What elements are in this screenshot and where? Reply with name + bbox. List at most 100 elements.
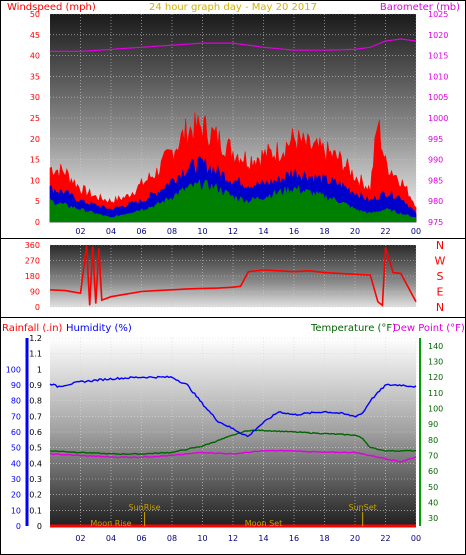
- humidity-series: [49, 375, 417, 528]
- marker-label: SunRise: [129, 503, 161, 512]
- humidity-x-tick: 14: [258, 534, 268, 543]
- marker-label: SunSet: [348, 503, 376, 512]
- temperature-y-tick: 40: [428, 499, 438, 508]
- temperature-y-tick: 140: [428, 342, 443, 351]
- temperature-y-tick: 30: [428, 514, 438, 523]
- humidity-y-tick: 20: [11, 491, 21, 500]
- rainfall-y-tick: 0.2: [29, 491, 42, 500]
- humidity-x-tick: 16: [289, 534, 299, 543]
- wind-y-tick: 50: [30, 10, 40, 19]
- rainfall-y-tick: 1.2: [29, 334, 42, 343]
- humidity-y-tick: 100: [6, 365, 21, 374]
- temperature-y-tick: 80: [428, 436, 438, 445]
- temperature-y-tick: 120: [428, 373, 443, 382]
- dewpoint-line: [49, 449, 417, 463]
- compass-label: N: [436, 301, 444, 314]
- rainfall-y-tick: 0.5: [29, 444, 42, 453]
- rainfall-y-tick: 0.9: [29, 381, 42, 390]
- humidity-x-tick: 02: [75, 534, 85, 543]
- wind-y-tick: 35: [30, 72, 40, 81]
- humidity-y-tick: 50: [11, 444, 21, 453]
- wind-x-tick: 22: [380, 227, 390, 236]
- temperature-y-tick: 90: [428, 420, 438, 429]
- compass-label: W: [435, 255, 446, 268]
- sun-moon-markers: SunRise SunSet Moon Rise Moon Set: [90, 503, 376, 528]
- humidity-x-tick: 00: [411, 534, 421, 543]
- barometer-axis-label: Barometer (mb): [380, 2, 460, 13]
- wind-x-tick: 16: [289, 227, 299, 236]
- humidity-y-tick: 40: [11, 459, 21, 468]
- rainfall-y-tick: 0.3: [29, 475, 42, 484]
- humidity-y-tick: 30: [11, 475, 21, 484]
- temperature-y-tick: 100: [428, 405, 443, 414]
- direction-y-tick: 180: [25, 272, 40, 281]
- temperature-axis-label: Temperature (°F): [310, 323, 396, 334]
- barometer-y-tick: 1000: [428, 114, 448, 123]
- wind-y-tick: 45: [30, 31, 40, 40]
- humidity-x-tick: 12: [228, 534, 238, 543]
- humidity-x-tick: 10: [197, 534, 207, 543]
- wind-series: [49, 38, 417, 223]
- barometer-y-tick: 1015: [428, 52, 448, 61]
- wind-x-tick: 10: [197, 227, 207, 236]
- humidity-y-tick: 60: [11, 428, 21, 437]
- wind-y-tick: 10: [30, 176, 40, 185]
- temperature-y-tick: 70: [428, 452, 438, 461]
- wind-x-tick: 00: [411, 227, 421, 236]
- wind-min-area: [49, 179, 417, 223]
- chart-title: 24 hour graph day - May 20 2017: [149, 2, 317, 13]
- direction-y-tick: 270: [25, 257, 40, 266]
- barometer-y-tick: 980: [428, 197, 443, 206]
- direction-y-tick: 90: [30, 288, 40, 297]
- humidity-ticks: 0 0.1 0.2 0.3 0.4 0.5 0.6 0.7 0.8 0.9 1 1.1 1.2 0 10 20…: [6, 334, 444, 543]
- direction-line: [49, 245, 417, 307]
- rainfall-y-tick: 0.6: [29, 428, 42, 437]
- wind-y-tick: 5: [35, 197, 40, 206]
- temperature-y-tick: 50: [428, 483, 438, 492]
- humidity-x-tick: 20: [350, 534, 360, 543]
- temperature-y-tick: 110: [428, 389, 443, 398]
- humidity-x-tick: 08: [167, 534, 177, 543]
- marker-label: Moon Rise: [90, 519, 131, 528]
- wind-ticks: 0510152025303540455097598098599099510001…: [30, 10, 449, 236]
- barometer-y-tick: 1025: [428, 10, 448, 19]
- direction-grid: [50, 244, 417, 308]
- rainfall-y-tick: 0.1: [29, 506, 42, 515]
- humidity-x-tick: 04: [106, 534, 116, 543]
- wind-y-tick: 0: [35, 218, 40, 227]
- wind-y-tick: 25: [30, 114, 40, 123]
- humidity-y-tick: 10: [11, 506, 21, 515]
- wind-y-tick: 20: [30, 135, 40, 144]
- wind-x-tick: 08: [167, 227, 177, 236]
- rainfall-axis-label: Rainfall (.in): [2, 323, 63, 334]
- wind-x-tick: 14: [258, 227, 268, 236]
- wind-x-tick: 06: [136, 227, 146, 236]
- rainfall-y-tick: 0.4: [29, 459, 42, 468]
- humidity-y-tick: 80: [11, 397, 21, 406]
- compass-label: E: [437, 286, 444, 299]
- wind-axis-label: Windspeed (mph): [7, 2, 96, 13]
- barometer-y-tick: 990: [428, 156, 443, 165]
- barometer-line: [50, 38, 417, 53]
- barometer-y-tick: 1010: [428, 72, 448, 81]
- rainfall-y-tick: 1.1: [29, 350, 42, 359]
- wind-y-tick: 40: [30, 52, 40, 61]
- rainfall-y-tick: 1: [37, 365, 42, 374]
- temperature-line: [49, 429, 417, 456]
- wind-y-tick: 15: [30, 156, 40, 165]
- humidity-y-tick: 0: [16, 522, 21, 531]
- humidity-y-tick: 70: [11, 412, 21, 421]
- humidity-axis-label: Humidity (%): [66, 323, 132, 334]
- barometer-y-tick: 1005: [428, 93, 448, 102]
- barometer-y-tick: 995: [428, 135, 443, 144]
- barometer-y-tick: 985: [428, 176, 443, 185]
- wind-x-tick: 20: [350, 227, 360, 236]
- barometer-y-tick: 975: [428, 218, 443, 227]
- compass-label: S: [437, 270, 444, 283]
- wind-y-tick: 30: [30, 93, 40, 102]
- direction-series: [49, 245, 417, 307]
- barometer-y-tick: 1020: [428, 31, 448, 40]
